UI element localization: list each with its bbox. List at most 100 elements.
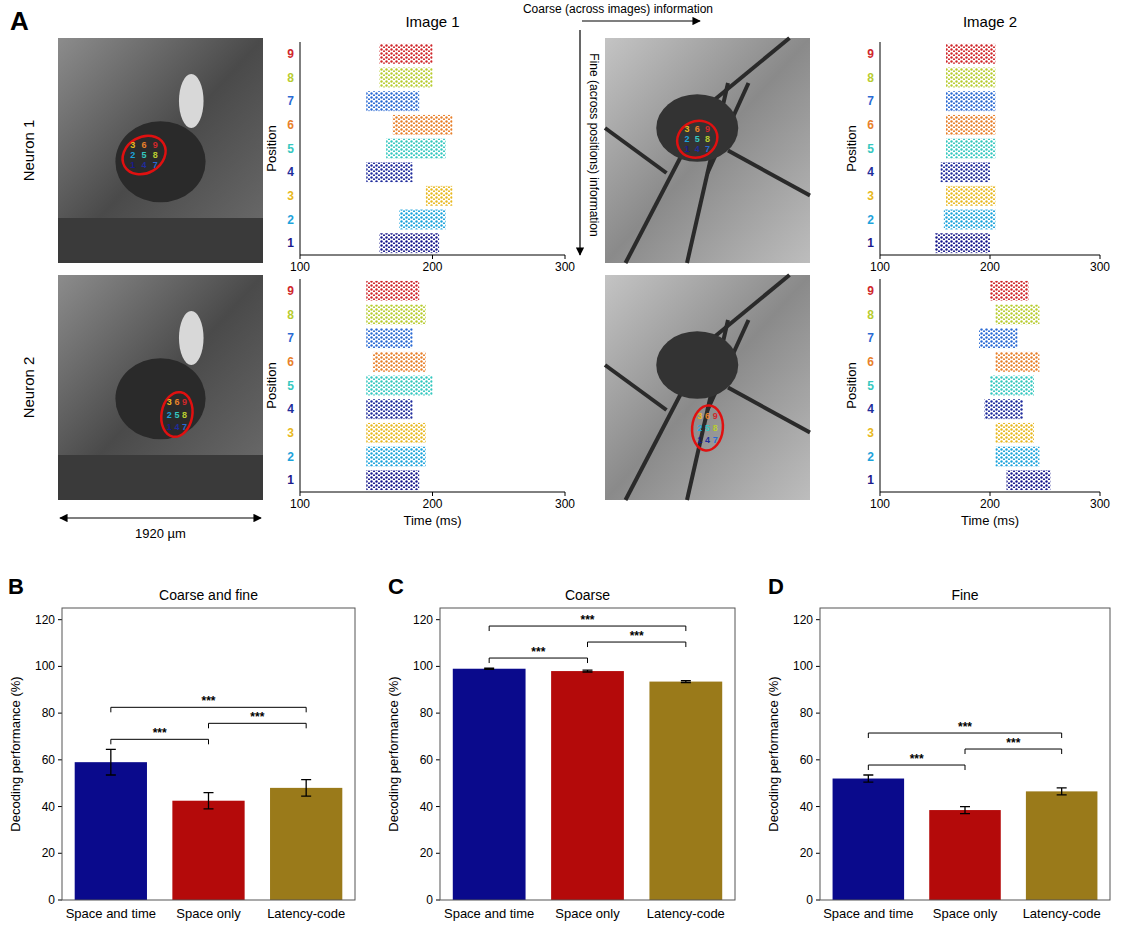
stimulus-image	[58, 38, 263, 263]
spike-band	[944, 210, 996, 230]
position-label: 8	[713, 423, 718, 433]
position-label: 3	[697, 411, 702, 421]
position-tick-label: 1	[867, 473, 874, 487]
y-tick	[816, 713, 820, 714]
position-tick-label: 1	[867, 236, 874, 250]
x-tick	[1100, 255, 1101, 259]
receptive-field	[690, 404, 725, 452]
x-tick-label: Latency-code	[267, 906, 345, 921]
spike-band	[393, 115, 453, 135]
significance-label: ***	[1006, 736, 1020, 750]
y-tick-label: 60	[420, 753, 434, 767]
image-shape	[58, 218, 263, 263]
position-label: 7	[153, 160, 158, 170]
position-label: 4	[705, 435, 710, 445]
spike-band	[990, 281, 1029, 301]
position-tick-label: 3	[287, 189, 294, 203]
y-axis-title: Decoding performance (%)	[766, 676, 781, 831]
y-tick	[58, 713, 62, 714]
y-axis-title: Position	[844, 125, 859, 171]
spike-band	[935, 233, 990, 253]
y-tick	[436, 759, 440, 760]
x-axis-title: Time (ms)	[403, 513, 461, 528]
x-tick-label: 100	[290, 260, 310, 274]
spike-band	[941, 162, 991, 182]
y-tick	[816, 806, 820, 807]
y-tick-label: 100	[35, 659, 55, 673]
image-shape	[708, 38, 790, 106]
error-bar	[106, 749, 116, 775]
panel-letter: C	[388, 574, 404, 599]
spike-band	[426, 186, 453, 206]
position-label: 3	[167, 397, 172, 407]
position-label: 6	[695, 124, 700, 134]
y-tick-label: 20	[800, 846, 814, 860]
y-tick-label: 80	[800, 706, 814, 720]
bar	[929, 810, 1001, 900]
position-label: 5	[142, 150, 147, 160]
spike-band	[366, 281, 419, 301]
spike-band	[979, 328, 1018, 348]
position-tick-label: 7	[867, 331, 874, 345]
panel-letter: D	[768, 574, 784, 599]
bar	[1026, 791, 1098, 900]
bar	[649, 682, 722, 900]
spike-band	[399, 210, 445, 230]
position-tick-label: 7	[287, 94, 294, 108]
spike-band	[380, 44, 433, 64]
position-tick-label: 6	[287, 355, 294, 369]
y-tick	[58, 853, 62, 854]
position-label: 2	[684, 134, 689, 144]
error-bar	[863, 775, 873, 782]
position-tick-label: 1	[287, 473, 294, 487]
position-label: 9	[705, 124, 710, 134]
x-tick	[432, 255, 433, 259]
spike-band	[996, 352, 1040, 372]
scale-label: 1920 µm	[135, 526, 186, 541]
column-title: Image 2	[963, 13, 1017, 30]
error-bar	[681, 681, 691, 683]
bar	[75, 762, 147, 900]
y-tick-label: 80	[420, 706, 434, 720]
y-tick	[816, 853, 820, 854]
image-shape	[656, 331, 738, 399]
significance-label: ***	[153, 726, 167, 740]
x-tick-label: 100	[290, 497, 310, 511]
x-tick-label: 300	[1090, 497, 1110, 511]
position-tick-label: 9	[867, 284, 874, 298]
y-tick-label: 20	[420, 846, 434, 860]
image-shape	[115, 358, 205, 439]
position-label: 9	[713, 411, 718, 421]
position-label: 9	[153, 140, 158, 150]
position-label: 7	[705, 144, 710, 154]
position-tick-label: 9	[287, 47, 294, 61]
bar-marks	[453, 668, 722, 900]
y-tick	[816, 900, 820, 901]
y-tick	[816, 666, 820, 667]
spike-band	[946, 44, 996, 64]
x-tick-label: 100	[870, 260, 890, 274]
spike-band	[946, 139, 996, 159]
position-tick-label: 6	[867, 118, 874, 132]
significance-label: ***	[910, 752, 924, 766]
y-axis-title: Position	[264, 125, 279, 171]
position-label: 1	[684, 144, 689, 154]
significance-label: ***	[201, 694, 215, 708]
spike-band	[1007, 470, 1051, 490]
y-tick	[58, 666, 62, 667]
y-tick-label: 120	[793, 613, 813, 627]
raster-marks	[366, 44, 452, 253]
significance-label: ***	[958, 720, 972, 734]
x-tick	[990, 255, 991, 259]
spike-band	[366, 447, 426, 467]
position-label: 2	[167, 410, 172, 420]
position-label: 2	[130, 150, 135, 160]
position-tick-label: 7	[287, 331, 294, 345]
spike-band	[386, 139, 446, 159]
plot-frame	[820, 608, 1110, 900]
spike-band	[366, 328, 412, 348]
position-label: 3	[684, 124, 689, 134]
y-axis-title: Position	[844, 362, 859, 408]
position-tick-label: 8	[287, 308, 294, 322]
spike-band	[366, 399, 412, 419]
